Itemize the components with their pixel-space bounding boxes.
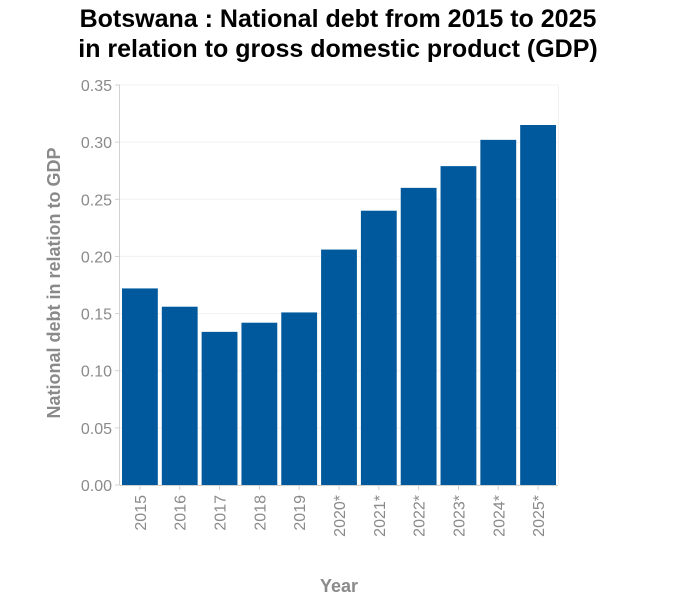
y-tick-label: 0.25 [81, 192, 112, 209]
y-tick-labels: 0.00 0.05 0.10 0.15 0.20 0.25 0.30 0.35 [81, 78, 112, 495]
y-tick-label: 0.30 [81, 135, 112, 152]
y-axis-label: National debt in relation to GDP [44, 147, 64, 418]
x-tick-label: 2024* [491, 495, 508, 537]
x-tick-label: 2022* [412, 495, 429, 537]
bars [122, 125, 556, 485]
y-tick-label: 0.00 [81, 478, 112, 495]
x-tick-label: 2023* [451, 495, 468, 537]
y-tick-label: 0.05 [81, 421, 112, 438]
x-tick-label: 2020* [332, 495, 349, 537]
chart-title-line-2: in relation to gross domestic product (G… [78, 35, 598, 63]
y-tick-label: 0.20 [81, 249, 112, 266]
x-tick-labels: 2015 2016 2017 2018 2019 2020* 2021* 2022* 2023*… [133, 495, 548, 537]
bar-2020-projected [321, 249, 357, 485]
y-tick-label: 0.15 [81, 307, 112, 324]
bar-2016 [161, 306, 198, 485]
x-tick-label: 2025* [531, 495, 548, 537]
bar-2025-projected [520, 125, 556, 485]
chart-title: Botswana : National debt from 2015 to 20… [0, 4, 676, 64]
x-tick-label: 2018 [252, 495, 269, 531]
bar-2019 [281, 312, 318, 485]
bar-2015 [122, 288, 158, 485]
bar-2022-projected [400, 187, 437, 485]
y-tick-label: 0.35 [81, 78, 112, 95]
bar-2023-projected [440, 166, 477, 485]
axes [115, 84, 559, 490]
x-tick-label: 2016 [173, 495, 190, 531]
y-tick-label: 0.10 [81, 364, 112, 381]
x-tick-label: 2019 [292, 495, 309, 531]
x-tick-label: 2015 [133, 495, 150, 531]
x-tick-label: 2021* [372, 495, 389, 537]
bar-2024-projected [480, 139, 517, 485]
bar-2018 [241, 322, 278, 485]
bar-2021-projected [360, 210, 397, 485]
x-tick-label: 2017 [213, 495, 230, 531]
chart-title-line-1: Botswana : National debt from 2015 to 20… [79, 5, 597, 33]
x-axis-label: Year [320, 576, 358, 596]
bar-2017 [201, 331, 238, 485]
